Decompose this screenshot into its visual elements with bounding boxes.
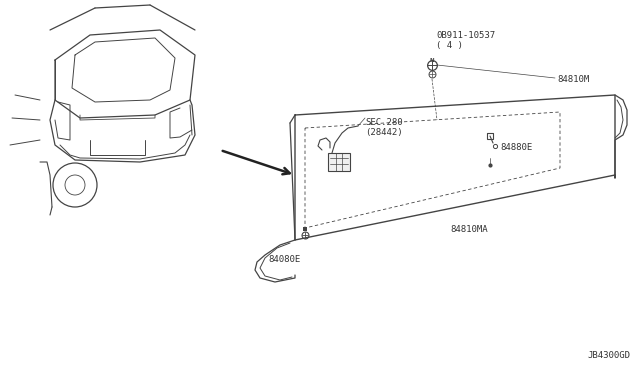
Text: 84080E: 84080E bbox=[268, 256, 300, 264]
Text: 84810M: 84810M bbox=[557, 76, 589, 84]
Text: 84880E: 84880E bbox=[500, 144, 532, 153]
Text: SEC.280
(28442): SEC.280 (28442) bbox=[365, 118, 403, 137]
Text: N: N bbox=[429, 58, 434, 63]
Text: 84810MA: 84810MA bbox=[450, 225, 488, 234]
FancyBboxPatch shape bbox=[328, 153, 350, 171]
Text: 0B911-10537
( 4 ): 0B911-10537 ( 4 ) bbox=[436, 31, 495, 50]
Text: JB4300GD: JB4300GD bbox=[587, 351, 630, 360]
